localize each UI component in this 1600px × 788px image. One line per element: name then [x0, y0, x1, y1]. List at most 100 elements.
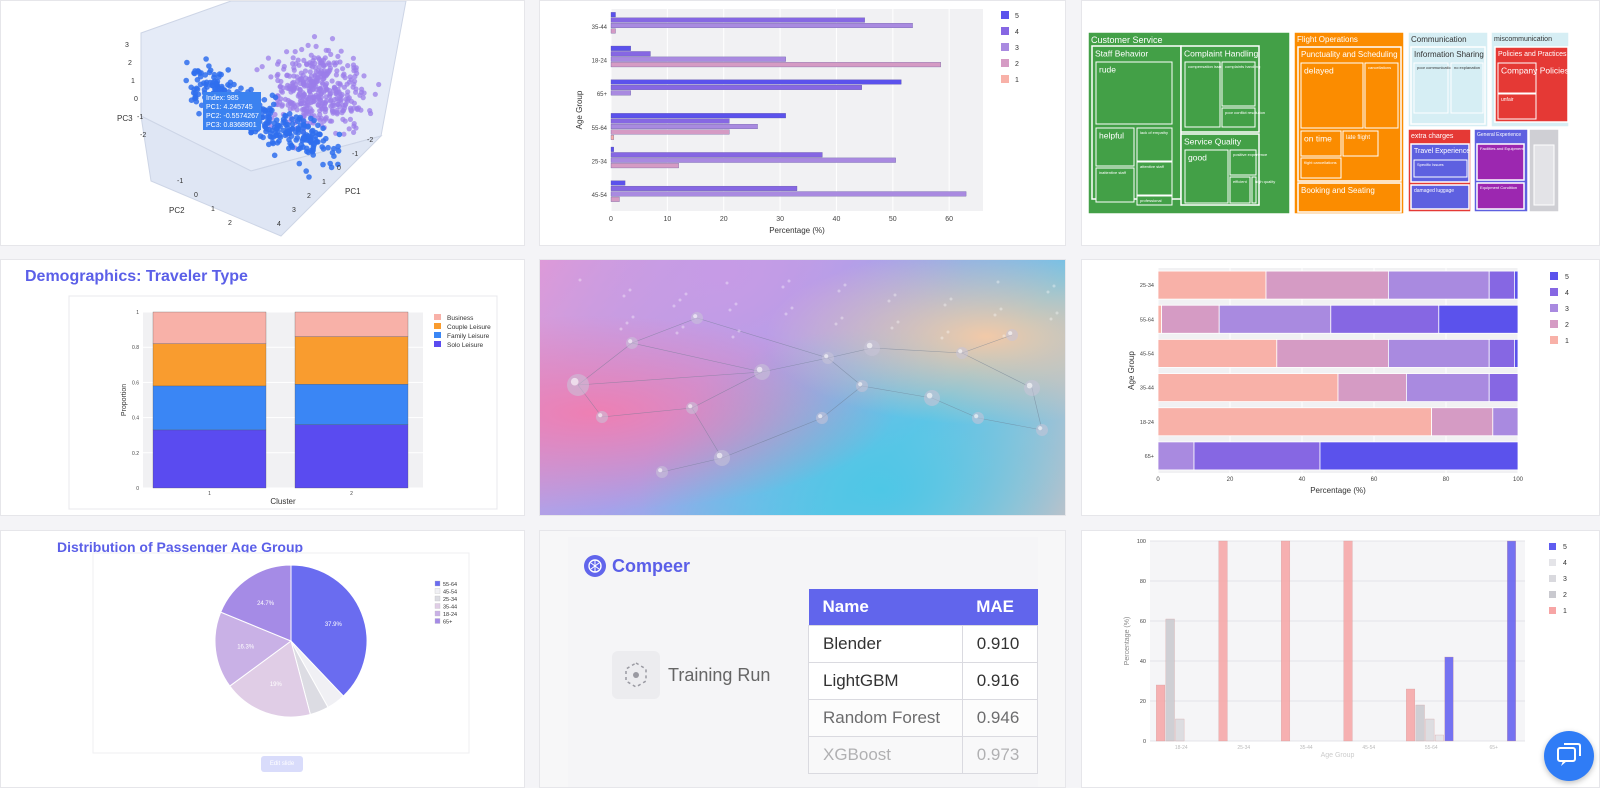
pca-point — [266, 119, 273, 125]
vbar-y-tick: 0 — [1143, 739, 1146, 745]
network-node-highlight — [1038, 426, 1043, 431]
pca-point — [360, 95, 366, 101]
pca-3d-scatter[interactable]: 3 2 1 0 -1 -2 -1 0 1 2 4 3 2 1 0 -1 -2 PC3 PC2 PC1 Index… — [1, 1, 525, 246]
pca-point — [266, 141, 272, 148]
mae-cell: 0.916 — [961, 662, 1039, 700]
trav-bar-segment — [294, 384, 409, 425]
pca-point — [289, 116, 295, 122]
network-dot — [890, 326, 894, 330]
hbar-bar — [610, 12, 616, 18]
table-row[interactable]: LightGBM 0.916 — [808, 662, 1039, 700]
network-dot — [625, 321, 629, 325]
network-dot — [840, 316, 844, 320]
pca-point — [348, 108, 354, 114]
table-row[interactable]: Random Forest 0.946 — [808, 699, 1039, 737]
network-edge — [691, 407, 723, 459]
treemap-label: Information Sharing — [1414, 50, 1484, 59]
network-node — [691, 312, 703, 324]
hbar-bar — [610, 134, 614, 140]
vbar-x-tick: 35-44 — [1300, 745, 1313, 751]
table-row[interactable]: XGBoost 0.973 — [808, 736, 1039, 774]
treemap-label: lack of empathy — [1140, 130, 1168, 135]
hbar-y-tick: 55-64 — [592, 126, 608, 132]
trav-bar-segment — [152, 311, 267, 344]
network-node-highlight — [716, 452, 723, 459]
pca-point — [291, 67, 297, 73]
age-distribution-panel[interactable]: Distribution of Passenger Age Group 37.9… — [0, 530, 525, 788]
stacked-age-chart[interactable]: 0 20 40 60 80 100 25-34 55-64 45-54 35-44 18-24 65+… — [1082, 260, 1600, 516]
pca-point — [314, 139, 320, 145]
treemap-cell — [1136, 127, 1173, 162]
vbar-legend-swatch — [1549, 543, 1556, 550]
treemap-cell — [1095, 61, 1173, 125]
hbar-bar — [610, 157, 896, 163]
pca-point — [284, 131, 290, 137]
pca-point — [299, 46, 305, 53]
vertical-age-chart[interactable]: 0 20 40 60 80 100 18-24 25-34 35-44 45-54 55-64 65+… — [1082, 531, 1600, 788]
pca-point — [273, 117, 280, 123]
sbar-x-tick: 100 — [1513, 477, 1524, 483]
trav-legend-label: Solo Leisure — [447, 342, 484, 349]
pca-3d-panel[interactable]: 3 2 1 0 -1 -2 -1 0 1 2 4 3 2 1 0 -1 -2 PC3 PC2 PC1 Index… — [0, 0, 525, 246]
pca-point — [248, 86, 254, 93]
sbar-bar-segment — [1405, 373, 1490, 402]
treemap-panel[interactable]: Customer Service Staff Behavior rude helpfu… — [1081, 0, 1600, 246]
age-group-bar-panel[interactable]: 0 10 20 30 40 50 60 35-44 18-24 65+ 55-64 25-34 45-5… — [539, 0, 1066, 246]
chat-support-button[interactable] — [1544, 731, 1594, 781]
pca-ticks: 3 2 1 0 -1 -2 -1 0 1 2 4 3 2 1 0 -1 -2 — [125, 42, 373, 228]
pca-point — [353, 65, 359, 71]
compeer-panel[interactable]: Compeer Training Run Name MAE Blender 0.… — [539, 530, 1066, 788]
stacked-age-panel[interactable]: 0 20 40 60 80 100 25-34 55-64 45-54 35-44 18-24 65+… — [1081, 259, 1600, 516]
pca-point — [300, 94, 306, 100]
column-header-mae: MAE — [962, 589, 1038, 626]
network-dot — [999, 307, 1003, 311]
pca-point — [354, 105, 360, 111]
sbar-y-tick: 18-24 — [1140, 420, 1154, 426]
treemap-cell — [1229, 176, 1251, 204]
vbar-x-label: Age Group — [1321, 752, 1355, 759]
pca-point — [270, 101, 277, 108]
vbar-bar — [1406, 688, 1416, 742]
network-dot — [678, 298, 682, 302]
treemap-cell — [1342, 130, 1379, 157]
training-run-row[interactable]: Training Run — [612, 651, 770, 699]
pca-point — [304, 148, 310, 155]
sbar-bar-segment — [1319, 441, 1519, 471]
edit-slide-button[interactable]: Edit slide — [261, 756, 303, 772]
traveler-type-title: Demographics: Traveler Type — [25, 268, 248, 285]
pca-point — [265, 55, 271, 61]
pca-point — [206, 63, 212, 69]
pie-legend-label: 65+ — [443, 620, 452, 626]
pca-axis-z-label: PC3 — [117, 114, 133, 123]
network-edge — [631, 342, 763, 373]
treemap-cell — [1476, 182, 1525, 210]
pca-point — [272, 94, 279, 101]
network-node — [856, 380, 868, 392]
traveler-type-panel[interactable]: Demographics: Traveler Type 0 0.2 0.4 0.6 0.… — [0, 259, 525, 516]
network-dot — [672, 304, 676, 308]
pca-point — [268, 74, 274, 80]
age-group-grouped-bar[interactable]: 0 10 20 30 40 50 60 35-44 18-24 65+ 55-64 25-34 45-5… — [540, 1, 1066, 246]
table-row[interactable]: Blender 0.910 — [808, 625, 1039, 663]
pca-tick-x: 3 — [292, 207, 296, 214]
sbar-bar-segment — [1513, 339, 1519, 368]
treemap-cell — [1410, 184, 1470, 210]
pca-point — [290, 61, 296, 67]
pca-point — [340, 116, 346, 122]
pca-point — [308, 73, 315, 79]
model-name-cell: XGBoost — [808, 736, 963, 774]
hbar-x-tick: 30 — [776, 216, 784, 223]
topic-treemap[interactable]: Customer Service Staff Behavior rude helpfu… — [1082, 1, 1600, 246]
pca-point — [280, 127, 287, 134]
hbar-bar — [610, 118, 730, 124]
pca-point — [285, 82, 291, 88]
network-node-highlight — [974, 414, 979, 419]
sbar-bar-segment — [1265, 270, 1389, 300]
sbar-legend-label: 1 — [1565, 338, 1569, 345]
pca-point — [329, 36, 336, 42]
vertical-age-panel[interactable]: 0 20 40 60 80 100 18-24 25-34 35-44 45-54 55-64 65+… — [1081, 530, 1600, 788]
traveler-type-chart[interactable]: 0 0.2 0.4 0.6 0.8 1 1 2 Cluster Proportion Busines… — [1, 260, 525, 516]
hbar-bar — [610, 90, 631, 96]
hbar-x-tick: 40 — [833, 216, 841, 223]
